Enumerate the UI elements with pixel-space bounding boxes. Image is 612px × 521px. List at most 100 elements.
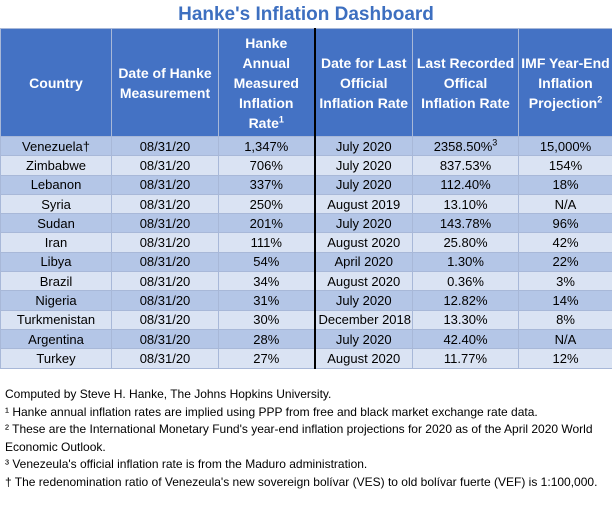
cell-hanke-rate: 27% (218, 348, 316, 369)
cell-country: Libya (0, 251, 112, 273)
cell-country: Brazil (0, 271, 112, 292)
note-dagger: † The redenomination ratio of Venezeula'… (5, 474, 598, 489)
table-row: Argentina 08/31/20 28% July 2020 42.40% N/A (0, 328, 612, 350)
table-row: Lebanon 08/31/20 337% July 2020 112.40% 18% (0, 174, 612, 195)
cell-imf-projection: 12% (518, 348, 612, 369)
cell-date-hanke: 08/31/20 (111, 232, 219, 253)
cell-official-rate: 837.53% (412, 155, 519, 176)
cell-imf-projection: 14% (518, 290, 612, 311)
header-date-hanke: Date of Hanke Measurement (111, 28, 219, 137)
cell-imf-projection: N/A (518, 193, 612, 215)
header-hanke-rate-footnote: 1 (278, 113, 284, 124)
header-date-official: Date for Last Official Inflation Rate (314, 28, 413, 137)
table-row: Zimbabwe 08/31/20 706% July 2020 837.53% 154% (0, 155, 612, 176)
cell-imf-projection: 22% (518, 251, 612, 273)
cell-date-hanke: 08/31/20 (111, 213, 219, 234)
cell-hanke-rate: 201% (218, 213, 316, 234)
cell-hanke-rate: 1,347% (218, 135, 316, 157)
cell-date-official: December 2018 (314, 309, 413, 330)
cell-imf-projection: 18% (518, 174, 612, 195)
footnotes: Computed by Steve H. Hanke, The Johns Ho… (0, 383, 612, 491)
cell-imf-projection: 154% (518, 155, 612, 176)
cell-country: Argentina (0, 328, 112, 350)
cell-date-hanke: 08/31/20 (111, 135, 219, 157)
table-row: Iran 08/31/20 111% August 2020 25.80% 42% (0, 232, 612, 253)
cell-official-rate: 42.40% (412, 328, 519, 350)
cell-date-hanke: 08/31/20 (111, 174, 219, 195)
cell-hanke-rate: 706% (218, 155, 316, 176)
cell-imf-projection: 8% (518, 309, 612, 330)
table-row: Nigeria 08/31/20 31% July 2020 12.82% 14% (0, 290, 612, 311)
cell-date-official: July 2020 (314, 290, 413, 311)
cell-official-rate: 11.77% (412, 348, 519, 369)
footnote-marker: 3 (492, 137, 498, 148)
table-row: Sudan 08/31/20 201% July 2020 143.78% 96% (0, 213, 612, 234)
note-2: ² These are the International Monetary F… (5, 422, 593, 454)
cell-imf-projection: 96% (518, 213, 612, 234)
cell-date-official: July 2020 (314, 328, 413, 350)
cell-official-rate: 25.80% (412, 232, 519, 253)
cell-hanke-rate: 337% (218, 174, 316, 195)
cell-hanke-rate: 28% (218, 328, 316, 350)
table-row: Turkey 08/31/20 27% August 2020 11.77% 12% (0, 348, 612, 369)
cell-date-official: July 2020 (314, 135, 413, 157)
cell-date-official: July 2020 (314, 213, 413, 234)
cell-imf-projection: 42% (518, 232, 612, 253)
table-header-row: Country Date of Hanke Measurement Hanke … (0, 28, 612, 137)
cell-hanke-rate: 31% (218, 290, 316, 311)
table-row: Syria 08/31/20 250% August 2019 13.10% N/A (0, 193, 612, 215)
cell-date-official: August 2020 (314, 271, 413, 292)
inflation-table: Country Date of Hanke Measurement Hanke … (0, 28, 612, 369)
cell-official-rate: 0.36% (412, 271, 519, 292)
header-imf-projection: IMF Year-End Inflation Projection2 (518, 28, 612, 137)
cell-country: Zimbabwe (0, 155, 112, 176)
cell-country: Turkey (0, 348, 112, 369)
cell-official-rate: 112.40% (412, 174, 519, 195)
cell-date-official: July 2020 (314, 155, 413, 176)
table-row: Libya 08/31/20 54% April 2020 1.30% 22% (0, 251, 612, 273)
header-imf-footnote: 2 (597, 93, 603, 104)
cell-official-rate: 13.10% (412, 193, 519, 215)
cell-date-official: August 2020 (314, 348, 413, 369)
header-hanke-rate: Hanke Annual Measured Inflation Rate1 (218, 28, 316, 137)
cell-date-official: April 2020 (314, 251, 413, 273)
table-row: Turkmenistan 08/31/20 30% December 2018 13.3… (0, 309, 612, 330)
header-official-rate: Last Recorded Offical Inflation Rate (412, 28, 519, 137)
cell-date-hanke: 08/31/20 (111, 290, 219, 311)
cell-date-official: July 2020 (314, 174, 413, 195)
cell-date-hanke: 08/31/20 (111, 348, 219, 369)
cell-hanke-rate: 54% (218, 251, 316, 273)
cell-country: Sudan (0, 213, 112, 234)
cell-hanke-rate: 34% (218, 271, 316, 292)
note-computed-by: Computed by Steve H. Hanke, The Johns Ho… (5, 387, 332, 401)
cell-date-hanke: 08/31/20 (111, 309, 219, 330)
cell-imf-projection: 15,000% (518, 135, 612, 157)
cell-official-rate: 1.30% (412, 251, 519, 273)
cell-country: Lebanon (0, 174, 112, 195)
note-1: ¹ Hanke annual inflation rates are impli… (5, 404, 538, 419)
cell-date-hanke: 08/31/20 (111, 193, 219, 215)
cell-official-rate: 13.30% (412, 309, 519, 330)
cell-date-hanke: 08/31/20 (111, 328, 219, 350)
cell-date-hanke: 08/31/20 (111, 251, 219, 273)
table-row: Venezuela† 08/31/20 1,347% July 2020 2358.50… (0, 135, 612, 157)
cell-date-hanke: 08/31/20 (111, 155, 219, 176)
cell-country: Turkmenistan (0, 309, 112, 330)
cell-date-hanke: 08/31/20 (111, 271, 219, 292)
dashboard-title: Hanke's Inflation Dashboard (178, 4, 434, 25)
cell-official-rate: 12.82% (412, 290, 519, 311)
header-country: Country (0, 28, 112, 137)
cell-country: Syria (0, 193, 112, 215)
cell-imf-projection: N/A (518, 328, 612, 350)
table-body: Venezuela† 08/31/20 1,347% July 2020 2358.50… (0, 135, 612, 369)
cell-date-official: August 2019 (314, 193, 413, 215)
cell-date-official: August 2020 (314, 232, 413, 253)
cell-country: Iran (0, 232, 112, 253)
cell-imf-projection: 3% (518, 271, 612, 292)
cell-official-rate: 2358.50%3 (412, 135, 519, 157)
cell-hanke-rate: 111% (218, 232, 316, 253)
cell-country: Venezuela† (0, 135, 112, 157)
table-row: Brazil 08/31/20 34% August 2020 0.36% 3% (0, 271, 612, 292)
cell-country: Nigeria (0, 290, 112, 311)
cell-official-rate: 143.78% (412, 213, 519, 234)
